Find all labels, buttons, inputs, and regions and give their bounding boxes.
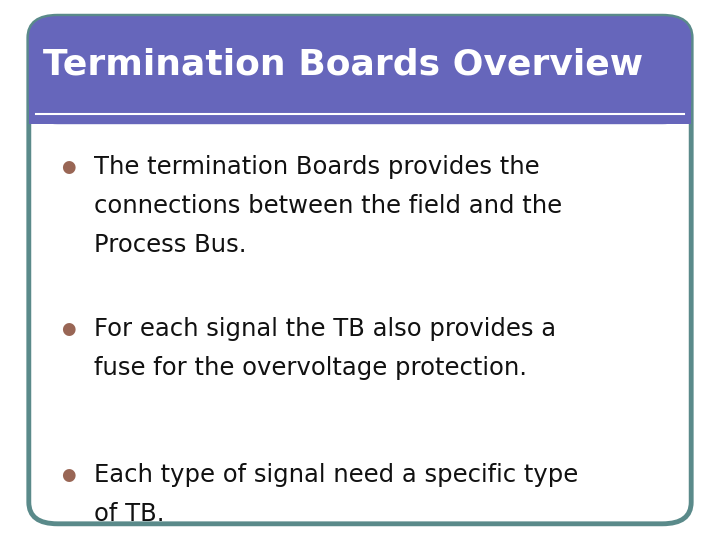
Text: connections between the field and the: connections between the field and the <box>94 194 562 218</box>
Bar <box>29 103 691 124</box>
Text: ●: ● <box>61 158 76 177</box>
Text: Each type of signal need a specific type: Each type of signal need a specific type <box>94 463 578 487</box>
Text: Termination Boards Overview: Termination Boards Overview <box>43 48 644 82</box>
FancyBboxPatch shape <box>29 16 691 524</box>
Text: Process Bus.: Process Bus. <box>94 233 246 257</box>
Text: fuse for the overvoltage protection.: fuse for the overvoltage protection. <box>94 356 526 380</box>
FancyBboxPatch shape <box>29 16 691 124</box>
Text: For each signal the TB also provides a: For each signal the TB also provides a <box>94 318 556 341</box>
Text: of TB.: of TB. <box>94 502 164 526</box>
Text: The termination Boards provides the: The termination Boards provides the <box>94 156 539 179</box>
Text: ●: ● <box>61 320 76 339</box>
Text: ●: ● <box>61 466 76 484</box>
